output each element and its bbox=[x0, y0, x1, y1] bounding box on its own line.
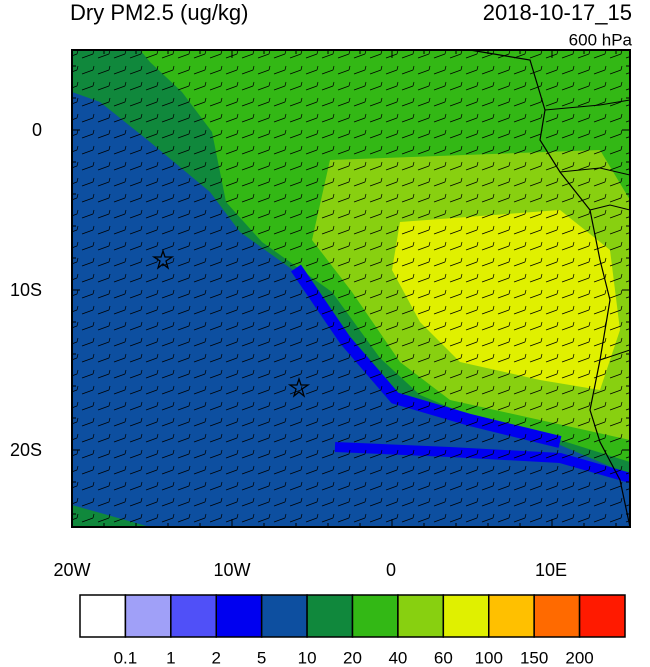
lat-label: 10S bbox=[10, 280, 42, 300]
colorbar-label: 40 bbox=[388, 648, 407, 667]
colorbar-label: 1 bbox=[166, 648, 175, 667]
station-star bbox=[287, 376, 311, 398]
border bbox=[589, 204, 630, 211]
border bbox=[599, 349, 630, 361]
colorbar-box bbox=[306, 594, 354, 638]
colorbar-box bbox=[351, 594, 399, 638]
colorbar-label: 200 bbox=[565, 648, 593, 667]
colorbar-label: 2 bbox=[212, 648, 221, 667]
colorbar-box bbox=[260, 594, 308, 638]
lon-label: 10E bbox=[535, 560, 567, 580]
colorbar-box bbox=[215, 594, 263, 638]
lon-label: 20W bbox=[53, 560, 90, 580]
colorbar-label: 20 bbox=[343, 648, 362, 667]
border bbox=[559, 167, 630, 176]
colorbar-box bbox=[124, 594, 172, 638]
level-label: 600 hPa bbox=[569, 30, 633, 49]
colorbar-label: 150 bbox=[520, 648, 548, 667]
colorbar-box bbox=[397, 594, 445, 638]
lat-label: 20S bbox=[10, 440, 42, 460]
frame-ticks bbox=[72, 50, 630, 527]
colorbar-box bbox=[170, 594, 217, 638]
colorbar-box bbox=[79, 594, 127, 638]
colorbar: 0.1 1 2 5 10 20 40 60 100 150 200 bbox=[79, 594, 626, 667]
lon-label: 10W bbox=[213, 560, 250, 580]
wind-barbs bbox=[72, 50, 630, 527]
map-field bbox=[72, 50, 630, 527]
station-star bbox=[151, 248, 175, 270]
colorbar-label: 100 bbox=[475, 648, 503, 667]
map-frame bbox=[71, 49, 631, 528]
colorbar-label: 60 bbox=[434, 648, 453, 667]
title: Dry PM2.5 (ug/kg) bbox=[70, 0, 249, 25]
border bbox=[544, 99, 630, 111]
colorbar-label: 0.1 bbox=[114, 648, 138, 667]
lat-label: 0 bbox=[32, 120, 42, 140]
colorbar-box bbox=[578, 594, 626, 638]
lon-label: 0 bbox=[386, 560, 396, 580]
time-label: 2018-10-17_15 bbox=[483, 0, 632, 25]
colorbar-label: 5 bbox=[257, 648, 266, 667]
colorbar-box bbox=[533, 594, 581, 638]
colorbar-box bbox=[442, 594, 490, 638]
colorbar-label: 10 bbox=[298, 648, 317, 667]
colorbar-box bbox=[488, 594, 535, 638]
